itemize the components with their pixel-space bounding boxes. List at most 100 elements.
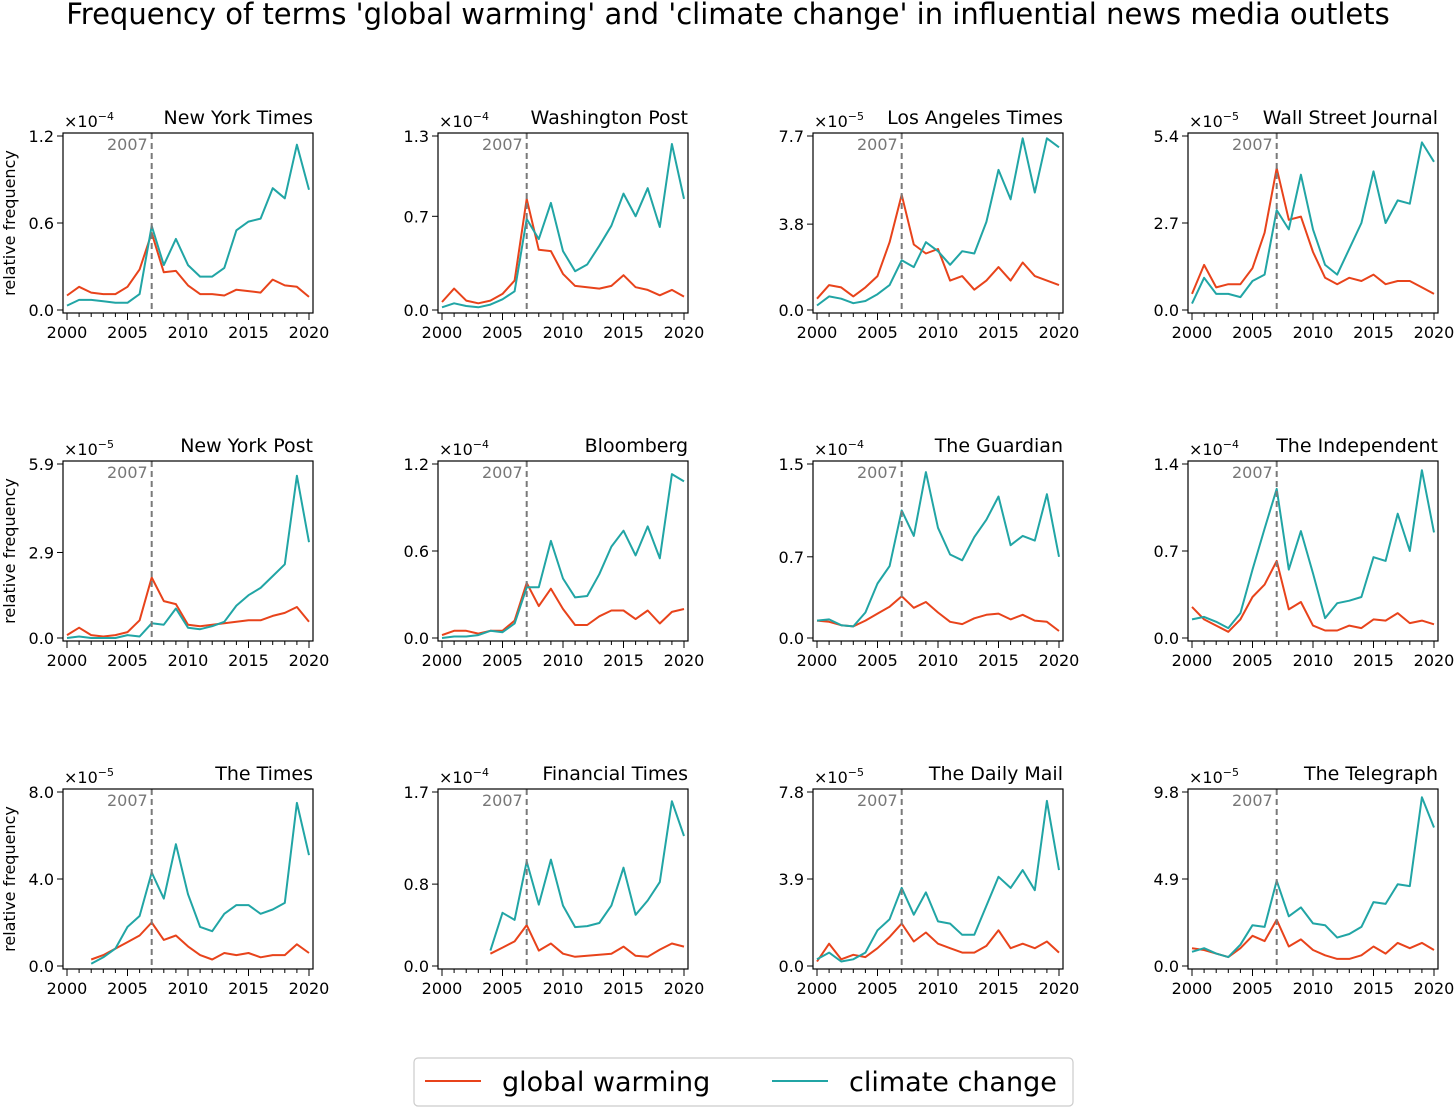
- legend-label-climate-change: climate change: [849, 1067, 1057, 1098]
- panel-title: The Independent: [1275, 435, 1438, 457]
- y-tick-label: 9.8: [1154, 783, 1179, 802]
- x-tick-label: 2020: [664, 979, 705, 998]
- marker-label: 2007: [857, 791, 898, 810]
- y-axis-label: relative frequency: [0, 478, 19, 624]
- marker-label: 2007: [482, 791, 523, 810]
- x-tick-label: 2005: [857, 323, 898, 342]
- panel-the-independent: 2000 2005 2010 2015 2020 0.0 0.7 1.4 ×10−4 The In…: [1154, 435, 1455, 670]
- legend: global warming climate change: [413, 1057, 1074, 1107]
- axes-frame: [62, 460, 314, 642]
- x-tick-label: 2015: [603, 651, 644, 670]
- x-tick-label: 2020: [1414, 979, 1455, 998]
- x-tick-label: 2020: [289, 323, 330, 342]
- x-tick-label: 2020: [1039, 651, 1080, 670]
- axes-frame: [62, 788, 314, 970]
- x-tick-label: 2015: [978, 651, 1019, 670]
- panel-los-angeles-times: 2000 2005 2010 2015 2020 0.0 3.8 7.7 ×10−5 Los An…: [779, 107, 1080, 342]
- y-tick-label: 0.0: [29, 957, 54, 976]
- series-line-climate-change: [1191, 469, 1435, 630]
- y-tick-label: 0.0: [779, 957, 804, 976]
- x-tick-label: 2015: [603, 979, 644, 998]
- y-tick-label: 0.6: [29, 214, 54, 233]
- marker-label: 2007: [482, 463, 523, 482]
- y-scale-multiplier: ×10−5: [1189, 110, 1239, 131]
- series-line-climate-change: [816, 799, 1060, 963]
- x-tick-label: 2010: [918, 323, 959, 342]
- x-tick-label: 2010: [918, 979, 959, 998]
- series-line-global-warming: [489, 924, 685, 958]
- y-scale-multiplier: ×10−4: [439, 110, 489, 131]
- y-tick-label: 5.9: [29, 455, 54, 474]
- x-tick-label: 2005: [857, 979, 898, 998]
- y-tick-label: 1.4: [1154, 455, 1179, 474]
- y-tick-label: 0.0: [29, 629, 54, 648]
- x-tick-label: 2020: [664, 651, 705, 670]
- y-tick-label: 0.0: [779, 629, 804, 648]
- y-tick-label: 0.0: [779, 301, 804, 320]
- marker-label: 2007: [107, 135, 148, 154]
- x-tick-label: 2005: [1232, 651, 1273, 670]
- x-tick-label: 2005: [482, 979, 523, 998]
- x-tick-label: 2015: [228, 323, 269, 342]
- series-line-climate-change: [489, 800, 685, 951]
- panel-title: The Telegraph: [1303, 763, 1438, 785]
- y-tick-label: 2.9: [29, 543, 54, 562]
- x-tick-label: 2010: [918, 651, 959, 670]
- marker-label: 2007: [107, 791, 148, 810]
- y-tick-label: 3.8: [779, 215, 804, 234]
- axes-frame: [437, 460, 689, 642]
- y-tick-label: 1.2: [29, 127, 54, 146]
- x-tick-label: 2015: [228, 979, 269, 998]
- y-tick-label: 0.0: [404, 629, 429, 648]
- x-tick-label: 2005: [1232, 979, 1273, 998]
- y-tick-label: 2.7: [1154, 214, 1179, 233]
- x-tick-label: 2000: [797, 979, 838, 998]
- x-tick-label: 2010: [1293, 651, 1334, 670]
- series-line-climate-change: [441, 473, 685, 639]
- axes-frame: [812, 460, 1064, 642]
- x-tick-label: 2000: [1172, 651, 1213, 670]
- x-tick-label: 2020: [1414, 651, 1455, 670]
- y-tick-label: 0.0: [1154, 957, 1179, 976]
- y-tick-label: 0.0: [1154, 629, 1179, 648]
- panel-title: The Daily Mail: [928, 763, 1063, 785]
- series-line-global-warming: [66, 232, 310, 298]
- series-line-climate-change: [816, 471, 1060, 628]
- series-line-global-warming: [441, 581, 685, 637]
- marker-label: 2007: [482, 135, 523, 154]
- y-axis-label: relative frequency: [0, 806, 19, 952]
- marker-label: 2007: [857, 135, 898, 154]
- y-scale-multiplier: ×10−4: [439, 438, 489, 459]
- y-scale-multiplier: ×10−4: [439, 766, 489, 787]
- panel-new-york-times: 2000 2005 2010 2015 2020 0.0 0.6 1.2 ×10−4 New Yo…: [0, 107, 329, 342]
- series-line-global-warming: [816, 922, 1060, 963]
- x-tick-label: 2000: [797, 651, 838, 670]
- y-scale-multiplier: ×10−4: [1189, 438, 1239, 459]
- x-tick-label: 2020: [664, 323, 705, 342]
- panel-grid: 2000 2005 2010 2015 2020 0.0 0.6 1.2 ×10−4 New Yo…: [0, 107, 1454, 998]
- x-tick-label: 2015: [1353, 651, 1394, 670]
- panel-wall-street-journal: 2000 2005 2010 2015 2020 0.0 2.7 5.4 ×10−5 Wall S…: [1154, 107, 1455, 342]
- y-tick-label: 0.8: [404, 875, 429, 894]
- y-tick-label: 0.7: [1154, 542, 1179, 561]
- series-line-global-warming: [1191, 918, 1435, 960]
- panel-the-times: 2000 2005 2010 2015 2020 0.0 4.0 8.0 ×10−5 The Ti…: [0, 763, 329, 998]
- series-line-global-warming: [816, 595, 1060, 632]
- series-line-climate-change: [66, 474, 310, 639]
- y-scale-multiplier: ×10−4: [64, 110, 114, 131]
- series-line-global-warming: [66, 576, 310, 638]
- y-tick-label: 8.0: [29, 783, 54, 802]
- series-line-global-warming: [90, 921, 310, 961]
- y-tick-label: 1.3: [404, 127, 429, 146]
- x-tick-label: 2010: [543, 979, 584, 998]
- x-tick-label: 2000: [422, 979, 463, 998]
- x-tick-label: 2000: [47, 651, 88, 670]
- y-scale-multiplier: ×10−5: [814, 110, 864, 131]
- y-tick-label: 7.8: [779, 783, 804, 802]
- panel-the-guardian: 2000 2005 2010 2015 2020 0.0 0.7 1.5 ×10−4 The Gu…: [779, 435, 1080, 670]
- legend-frame: [413, 1057, 1074, 1107]
- y-tick-label: 0.7: [404, 207, 429, 226]
- x-tick-label: 2010: [1293, 979, 1334, 998]
- x-tick-label: 2005: [1232, 323, 1273, 342]
